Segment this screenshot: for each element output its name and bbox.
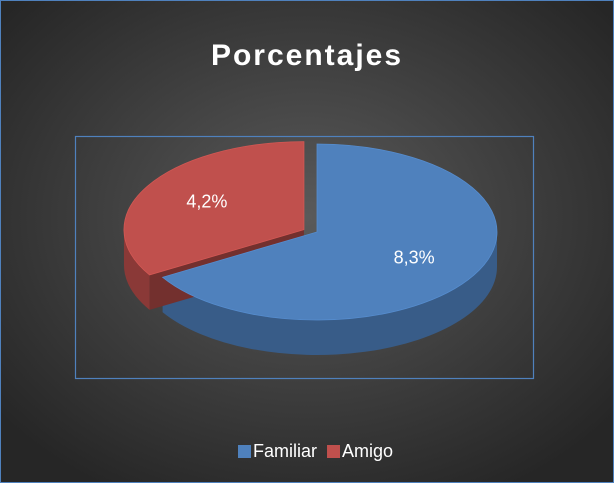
legend-label: Amigo: [342, 441, 393, 461]
data-label: 4,2%: [186, 192, 227, 212]
legend: Familiar Amigo: [238, 441, 393, 461]
slice-side: [123, 229, 150, 310]
slice: [123, 141, 305, 276]
legend-swatch: [327, 445, 341, 458]
legend-swatch: [238, 445, 251, 458]
pie: 8,3% 4,2%: [123, 141, 498, 356]
chart-title: Porcentajes: [211, 39, 403, 72]
plot-area: [74, 135, 535, 380]
slice: [161, 143, 498, 321]
slice-side: [162, 232, 498, 356]
data-label: 8,3%: [394, 248, 435, 268]
legend-label: Familiar: [253, 441, 317, 461]
